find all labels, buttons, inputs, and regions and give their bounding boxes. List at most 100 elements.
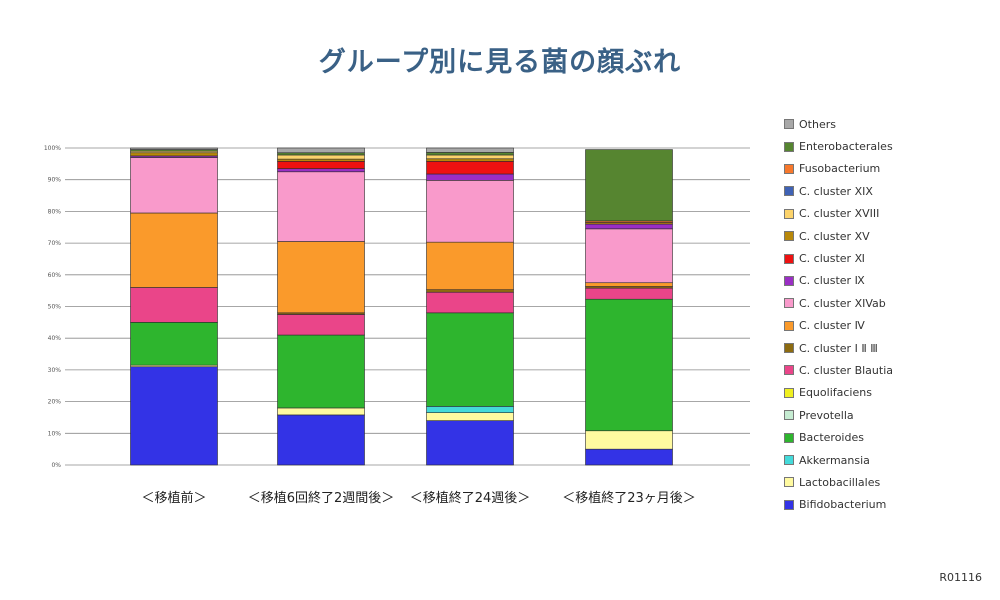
legend-swatch <box>784 387 794 398</box>
legend-swatch <box>784 320 794 331</box>
legend-swatch <box>784 253 794 264</box>
bar-segment <box>426 161 514 175</box>
legend-label: Akkermansia <box>799 453 870 467</box>
legend-swatch <box>784 499 794 510</box>
bar-segment <box>426 412 514 421</box>
legend-label: C. cluster XIX <box>799 184 873 198</box>
legend-swatch <box>784 119 794 130</box>
legend-item: C. cluster Ⅺ <box>784 247 893 269</box>
bar-segment <box>585 287 673 300</box>
legend-label: C. cluster XIVab <box>799 296 886 310</box>
bar-segment <box>277 152 365 156</box>
legend-item: C. cluster Blautia <box>784 359 893 381</box>
legend-label: C. cluster Ⅳ <box>799 319 865 333</box>
legend-label: Prevotella <box>799 408 854 422</box>
bar-segment <box>130 366 218 466</box>
legend-label: C. cluster Ⅸ <box>799 274 865 288</box>
bar-segment <box>426 180 514 243</box>
bar-segment <box>277 407 365 416</box>
x-category-label: ＜移植6回終了2週間後＞ <box>248 490 395 506</box>
legend-swatch <box>784 365 794 376</box>
bar-segment <box>277 171 365 242</box>
bar-segment <box>277 334 365 409</box>
y-tick-label: 90% <box>48 177 62 184</box>
bar-segment <box>426 312 514 407</box>
bar-segment <box>585 223 673 230</box>
bar-segment <box>130 212 218 288</box>
x-category-label: ＜移植前＞ <box>141 490 206 506</box>
legend-label: C. cluster Blautia <box>799 363 894 377</box>
bar-segment <box>585 282 673 287</box>
bar-segment <box>277 168 365 173</box>
legend-item: Enterobacterales <box>784 135 893 157</box>
legend-swatch <box>784 186 794 197</box>
legend-item: C. cluster XIVab <box>784 292 893 314</box>
y-tick-label: 30% <box>48 367 62 374</box>
legend-swatch <box>784 343 794 354</box>
legend-swatch <box>784 455 794 466</box>
legend-item: C. cluster XVIII <box>784 203 893 225</box>
bar-segment <box>130 147 218 150</box>
legend-label: Others <box>799 117 836 131</box>
bar-segment <box>426 147 514 153</box>
bar-segment <box>585 448 673 466</box>
bar-segment <box>426 406 514 413</box>
y-tick-label: 20% <box>48 399 62 406</box>
y-tick-label: 10% <box>48 430 62 437</box>
y-tick-label: 80% <box>48 208 62 215</box>
bar-segment <box>426 291 514 314</box>
legend-swatch <box>784 141 794 152</box>
bar-segment <box>277 147 365 154</box>
bar-segment <box>426 152 514 156</box>
bar-segment <box>277 161 365 169</box>
legend-item: Bifidobacterium <box>784 494 893 516</box>
y-tick-label: 0% <box>51 462 61 469</box>
legend-label: C. cluster XV <box>799 229 870 243</box>
legend-item: C. cluster Ⅳ <box>784 315 893 337</box>
legend-label: C. cluster Ⅰ Ⅱ Ⅲ <box>799 341 878 355</box>
legend-item: Others <box>784 113 893 135</box>
legend-item: C. cluster Ⅰ Ⅱ Ⅲ <box>784 337 893 359</box>
bar-segment <box>426 420 514 466</box>
x-category-label: ＜移植終了24週後＞ <box>410 490 531 506</box>
legend-item: C. cluster XIX <box>784 180 893 202</box>
bar-segment <box>426 173 514 181</box>
y-tick-label: 50% <box>48 304 62 311</box>
legend-item: Lactobacillales <box>784 471 893 493</box>
bar-segment <box>426 289 514 293</box>
legend-swatch <box>784 231 794 242</box>
legend-label: Bacteroides <box>799 431 864 445</box>
y-tick-label: 100% <box>44 145 61 152</box>
legend-label: C. cluster Ⅺ <box>799 252 865 266</box>
chart-legend: Others Enterobacterales Fusobacterium C. cl… <box>784 113 893 516</box>
bar-segment <box>277 158 365 162</box>
legend-label: Bifidobacterium <box>799 498 887 512</box>
bar-segment <box>585 149 673 222</box>
y-tick-label: 60% <box>48 272 62 279</box>
bar-segment <box>277 154 365 160</box>
legend-item: C. cluster XV <box>784 225 893 247</box>
bar-segment <box>130 322 218 366</box>
chart-title: グループ別に見る菌の顔ぶれ <box>318 47 682 78</box>
legend-item: Akkermansia <box>784 449 893 471</box>
bar-segment <box>585 430 673 450</box>
legend-item: C. cluster Ⅸ <box>784 270 893 292</box>
legend-label: Enterobacterales <box>799 140 893 154</box>
legend-item: Fusobacterium <box>784 158 893 180</box>
legend-item: Bacteroides <box>784 426 893 448</box>
document-id: R01116 <box>939 571 982 584</box>
legend-item: Equolifaciens <box>784 382 893 404</box>
legend-swatch <box>784 208 794 219</box>
bar-segment <box>585 228 673 284</box>
legend-swatch <box>784 477 794 488</box>
legend-swatch <box>784 432 794 443</box>
y-tick-label: 70% <box>48 240 62 247</box>
bar-segment <box>426 158 514 162</box>
bar-segment <box>277 241 365 314</box>
legend-swatch <box>784 163 794 174</box>
bar-segment <box>426 154 514 160</box>
legend-swatch <box>784 410 794 421</box>
bar-segment <box>130 157 218 214</box>
legend-swatch <box>784 275 794 286</box>
